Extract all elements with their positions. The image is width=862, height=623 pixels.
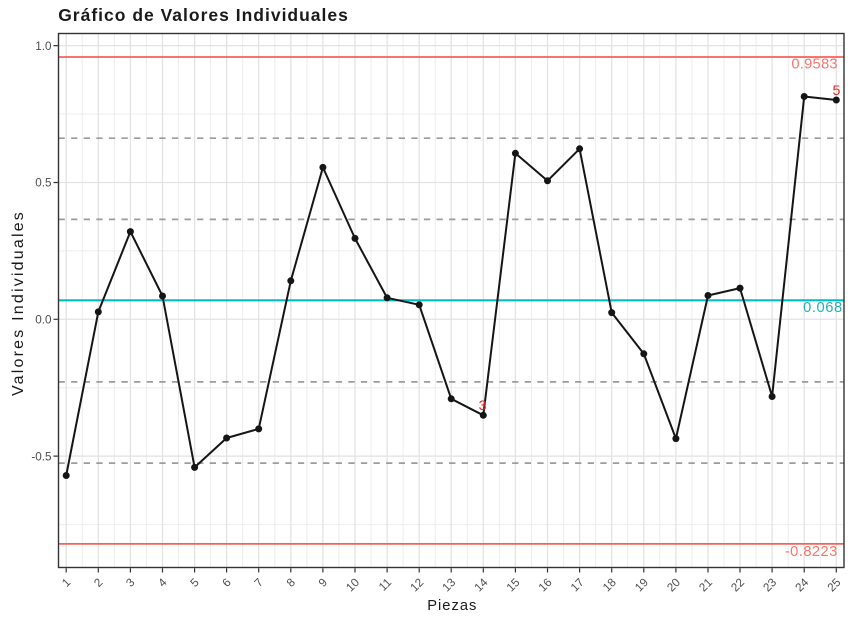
svg-text:Piezas: Piezas — [427, 598, 477, 614]
svg-text:0.0: 0.0 — [35, 314, 52, 327]
svg-text:5: 5 — [832, 83, 840, 99]
svg-text:0.5: 0.5 — [35, 177, 52, 190]
svg-text:0.068: 0.068 — [803, 300, 843, 316]
svg-text:1.0: 1.0 — [35, 40, 52, 53]
svg-text:-0.8223: -0.8223 — [785, 544, 838, 560]
svg-text:3: 3 — [479, 398, 487, 414]
svg-text:Gráfico de Valores Individuale: Gráfico de Valores Individuales — [58, 5, 349, 25]
svg-text:0.9583: 0.9583 — [791, 56, 837, 72]
svg-text:Valores Individuales: Valores Individuales — [10, 210, 27, 396]
svg-text:-0.5: -0.5 — [31, 450, 52, 463]
